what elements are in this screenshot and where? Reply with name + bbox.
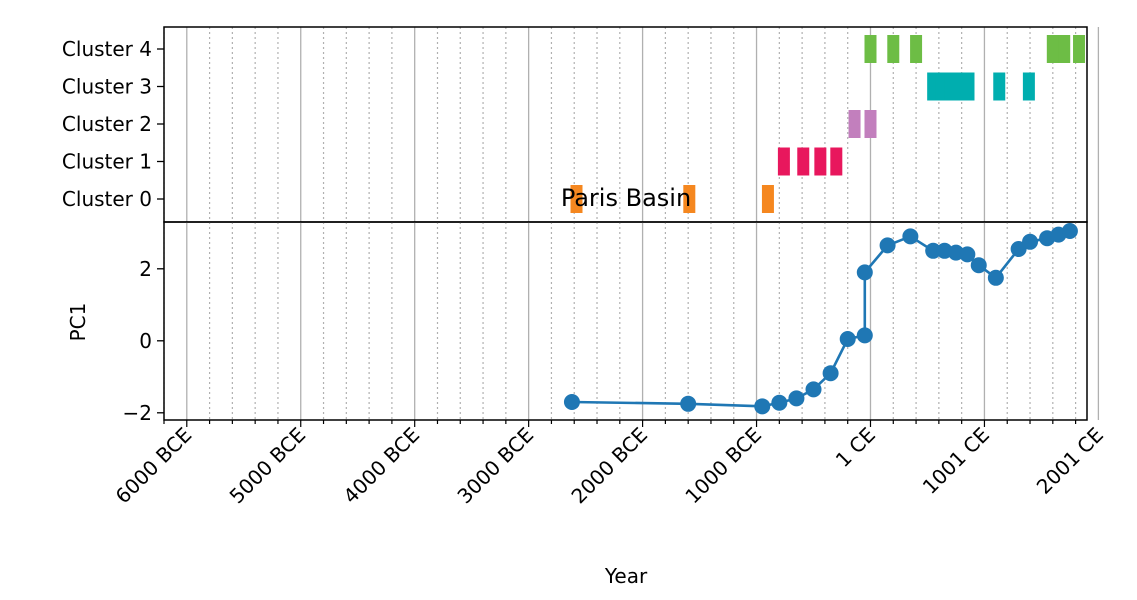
pc1-data-point <box>822 365 839 382</box>
pc1-data-point <box>680 395 697 412</box>
x-tick-label: 3000 BCE <box>452 423 538 509</box>
cluster-mark <box>683 185 696 213</box>
cluster-mark <box>1073 35 1086 63</box>
pc1-data-point <box>839 331 856 347</box>
cluster-mark <box>953 72 966 101</box>
cluster-mark <box>864 35 877 63</box>
y-tick-label: 2 <box>139 257 152 281</box>
cluster-mark <box>814 147 827 176</box>
pc1-data-point <box>856 327 873 344</box>
cluster-mark <box>570 185 583 213</box>
y-tick-label-cluster: Cluster 3 <box>62 75 152 99</box>
pc1-data-point <box>902 228 919 245</box>
cluster-mark <box>777 147 790 176</box>
y-axis-label: PC1 <box>66 303 90 342</box>
x-tick-label: 1 CE <box>831 423 880 472</box>
pc1-data-point <box>879 237 896 254</box>
pc1-data-point <box>987 269 1004 286</box>
cluster-mark <box>910 35 923 63</box>
cluster-mark <box>797 147 810 176</box>
x-tick-label: 1000 BCE <box>680 423 766 509</box>
y-tick-label-cluster: Cluster 4 <box>62 37 152 61</box>
x-tick-label: 6000 BCE <box>111 423 197 509</box>
cluster-mark <box>761 185 774 213</box>
cluster-mark <box>962 72 975 101</box>
pc1-data-point <box>856 264 873 281</box>
pc1-data-point <box>970 257 987 274</box>
cluster-mark <box>993 72 1006 101</box>
pc1-data-point <box>1022 233 1039 250</box>
x-axis-label: Year <box>604 564 648 588</box>
pc1-data-point <box>771 394 788 411</box>
y-tick-label: −2 <box>123 401 152 425</box>
pc1-data-point <box>788 390 805 407</box>
cluster-mark <box>887 35 900 63</box>
cluster-mark <box>944 72 957 101</box>
pc1-line-panel: −2 0 2 <box>123 221 1100 425</box>
pc1-data-point <box>805 381 822 398</box>
y-tick-label-cluster: Cluster 0 <box>62 187 152 211</box>
cluster-mark <box>935 72 948 101</box>
y-tick-label-cluster: Cluster 1 <box>62 150 152 174</box>
chart-title: Paris Basin <box>561 184 691 212</box>
x-axis: 6000 BCE 5000 BCE 4000 BCE 3000 BCE 2000 BCE… <box>111 420 1108 508</box>
y-tick-label-cluster: Cluster 2 <box>62 112 152 136</box>
pc1-data-point <box>1061 223 1078 239</box>
y-tick-label: 0 <box>139 329 152 353</box>
cluster-mark <box>1058 35 1071 63</box>
cluster-mark <box>864 110 877 138</box>
cluster-mark <box>848 110 861 138</box>
pc1-data-point <box>754 398 771 415</box>
x-tick-label: 2001 CE <box>1032 423 1108 499</box>
pc1-data-point <box>563 394 580 410</box>
cluster-mark <box>1046 35 1059 63</box>
x-tick-label: 4000 BCE <box>339 423 425 509</box>
pc1-series-line <box>571 229 1071 408</box>
pc1-data-point <box>959 246 976 263</box>
x-tick-label: 5000 BCE <box>225 423 311 509</box>
bottom-panel-frame <box>163 221 1088 421</box>
cluster-mark <box>830 147 843 176</box>
pc1-data-point <box>925 242 942 259</box>
x-tick-label: 2000 BCE <box>566 423 652 509</box>
pc1-data-point <box>1010 241 1027 257</box>
cluster-timeline-panel: Cluster 0 Cluster 1 Cluster 2 Cluster 3 Clus… <box>62 26 1100 223</box>
x-tick-label: 1001 CE <box>918 423 994 499</box>
cluster-mark <box>1022 72 1035 101</box>
